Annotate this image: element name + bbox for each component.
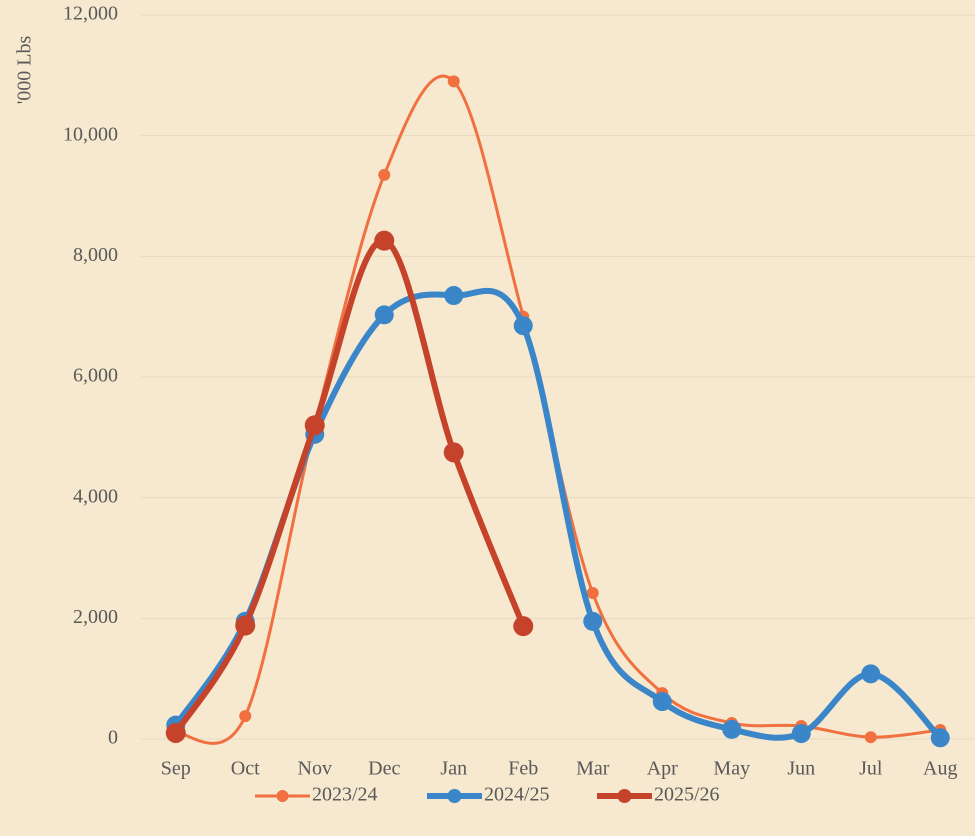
y-tick-label: 6,000 <box>73 365 118 387</box>
data-point <box>583 611 603 631</box>
y-tick-label: 10,000 <box>63 123 118 145</box>
x-tick-label: Sep <box>161 758 191 780</box>
x-tick-label: Jun <box>787 758 815 780</box>
legend-label: 2024/25 <box>484 784 550 806</box>
data-point <box>513 316 533 336</box>
y-tick-label: 8,000 <box>73 244 118 266</box>
data-point <box>513 616 534 637</box>
x-tick-label: May <box>713 758 750 780</box>
y-tick-label: 2,000 <box>73 606 118 628</box>
x-tick-label: Dec <box>368 758 400 780</box>
data-point <box>374 230 395 251</box>
data-point <box>791 724 811 744</box>
y-tick-label: 4,000 <box>73 485 118 507</box>
x-tick-label: Feb <box>508 758 538 780</box>
data-point <box>652 692 672 712</box>
data-point <box>444 286 464 306</box>
data-point <box>861 664 881 684</box>
data-point <box>378 168 391 181</box>
series-line <box>174 74 942 745</box>
x-tick-label: Oct <box>231 758 260 780</box>
data-point <box>235 615 256 636</box>
data-point <box>447 75 460 88</box>
data-point <box>443 442 464 463</box>
x-tick-label: Mar <box>576 758 610 780</box>
legend-marker <box>276 790 289 802</box>
data-point <box>304 415 325 436</box>
x-tick-label: Jan <box>440 758 467 780</box>
x-tick-label: Aug <box>923 758 957 780</box>
data-point <box>374 305 394 325</box>
legend-marker <box>447 789 462 803</box>
y-tick-label: 12,000 <box>63 3 118 25</box>
data-point <box>586 586 599 599</box>
x-tick-label: Apr <box>647 758 678 780</box>
data-point <box>165 722 186 743</box>
y-axis-label: '000 Lbs <box>14 35 36 104</box>
x-tick-label: Jul <box>859 758 883 780</box>
y-tick-label: 0 <box>108 727 118 749</box>
legend-label: 2023/24 <box>312 784 378 806</box>
legend-label: 2025/26 <box>654 784 720 806</box>
legend-marker <box>617 789 632 803</box>
data-point <box>864 731 877 744</box>
data-point <box>239 710 252 723</box>
x-tick-label: Nov <box>298 758 332 780</box>
data-point <box>930 728 950 748</box>
data-point <box>722 719 742 739</box>
